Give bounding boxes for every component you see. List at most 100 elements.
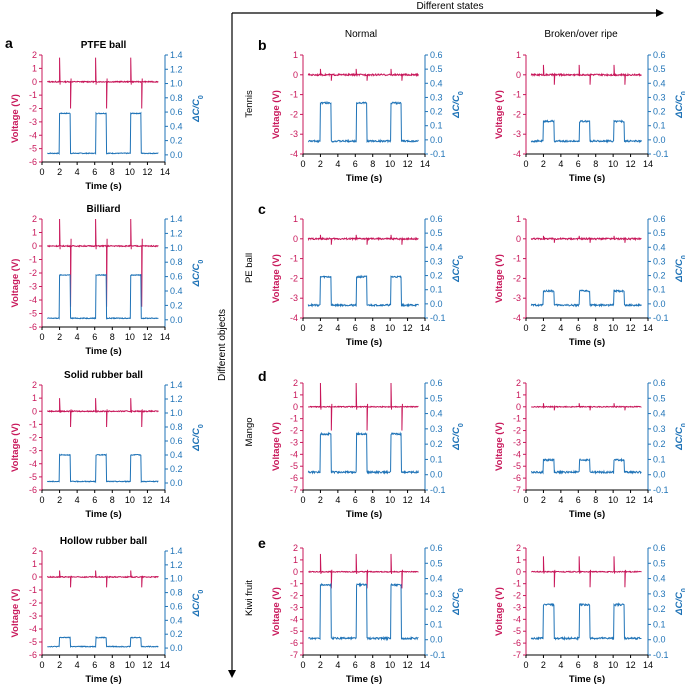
x-tick-label: 2 bbox=[57, 167, 62, 177]
right-tick-label: 0.0 bbox=[653, 470, 666, 480]
x-tick-label: 8 bbox=[370, 495, 375, 505]
left-tick-label: 2 bbox=[32, 214, 37, 224]
capacitance-series bbox=[307, 582, 419, 642]
right-tick-label: 1.0 bbox=[170, 408, 183, 418]
left-tick-label: 1 bbox=[32, 63, 37, 73]
left-tick-label: -4 bbox=[29, 130, 37, 140]
right-tick-label: -0.1 bbox=[430, 313, 446, 323]
left-tick-label: -1 bbox=[513, 90, 521, 100]
x-tick-label: 12 bbox=[626, 323, 636, 333]
left-tick-label: -2 bbox=[513, 273, 521, 283]
right-tick-label: 0.1 bbox=[653, 121, 666, 131]
left-tick-label: -1 bbox=[29, 419, 37, 429]
right-tick-label: 0.6 bbox=[653, 214, 666, 224]
right-tick-label: 1.2 bbox=[170, 394, 183, 404]
ylabel-left: Voltage (V) bbox=[271, 587, 282, 636]
left-tick-label: 1 bbox=[32, 228, 37, 238]
column-header-broken: Broken/over ripe bbox=[544, 29, 618, 40]
right-tick-label: 0.1 bbox=[653, 285, 666, 295]
x-tick-label: 0 bbox=[39, 660, 44, 670]
xlabel: Time (s) bbox=[569, 173, 605, 184]
x-tick-label: 6 bbox=[576, 660, 581, 670]
right-tick-label: 0.8 bbox=[170, 422, 183, 432]
xlabel: Time (s) bbox=[569, 674, 605, 685]
x-tick-label: 12 bbox=[403, 660, 413, 670]
xlabel: Time (s) bbox=[85, 509, 121, 520]
right-tick-label: 0.4 bbox=[170, 615, 183, 625]
x-tick-label: 8 bbox=[110, 660, 115, 670]
voltage-series bbox=[308, 553, 419, 589]
right-tick-label: 1.4 bbox=[170, 50, 183, 60]
x-tick-label: 6 bbox=[92, 660, 97, 670]
ylabel-right: ΔC/C0 bbox=[451, 91, 465, 119]
right-tick-label: 0.5 bbox=[430, 228, 443, 238]
left-tick-label: 0 bbox=[32, 241, 37, 251]
left-tick-label: -3 bbox=[29, 446, 37, 456]
voltage-series bbox=[531, 556, 642, 588]
capacitance-series bbox=[46, 453, 159, 484]
objects-label: Different objects bbox=[217, 309, 228, 381]
left-tick-label: 1 bbox=[516, 50, 521, 60]
right-tick-label: 0.8 bbox=[170, 588, 183, 598]
right-tick-label: 0.6 bbox=[170, 601, 183, 611]
x-tick-label: 8 bbox=[110, 332, 115, 342]
x-tick-label: 2 bbox=[318, 660, 323, 670]
right-tick-label: 1.4 bbox=[170, 214, 183, 224]
left-tick-label: -5 bbox=[29, 144, 37, 154]
left-tick-label: 0 bbox=[516, 70, 521, 80]
x-tick-label: 6 bbox=[353, 660, 358, 670]
left-tick-label: -1 bbox=[513, 414, 521, 424]
ylabel-left: Voltage (V) bbox=[10, 423, 21, 472]
left-tick-label: -7 bbox=[513, 650, 521, 660]
left-tick-label: 1 bbox=[293, 214, 298, 224]
x-tick-label: 8 bbox=[593, 159, 598, 169]
capacitance-series bbox=[307, 274, 419, 308]
x-tick-label: 10 bbox=[608, 323, 618, 333]
panel-letter-e: e bbox=[258, 535, 266, 551]
left-tick-label: 0 bbox=[293, 402, 298, 412]
x-tick-label: 14 bbox=[643, 495, 653, 505]
right-tick-label: 0.6 bbox=[430, 50, 443, 60]
left-tick-label: -4 bbox=[29, 295, 37, 305]
right-tick-label: 0.8 bbox=[170, 93, 183, 103]
left-tick-label: -4 bbox=[290, 149, 298, 159]
ylabel-left: Voltage (V) bbox=[271, 254, 282, 303]
voltage-series bbox=[307, 382, 419, 431]
x-tick-label: 4 bbox=[75, 495, 80, 505]
x-tick-label: 8 bbox=[593, 323, 598, 333]
chart-title: PTFE ball bbox=[81, 40, 127, 51]
right-tick-label: 0.4 bbox=[653, 78, 666, 88]
right-tick-label: 0.2 bbox=[170, 136, 183, 146]
capacitance-series bbox=[530, 457, 642, 475]
left-tick-label: -1 bbox=[29, 90, 37, 100]
x-tick-label: 14 bbox=[420, 323, 430, 333]
right-tick-label: 0.0 bbox=[430, 299, 443, 309]
left-tick-label: -4 bbox=[513, 149, 521, 159]
left-tick-label: -4 bbox=[29, 459, 37, 469]
x-tick-label: 2 bbox=[57, 495, 62, 505]
x-tick-label: 8 bbox=[110, 495, 115, 505]
right-tick-label: 0.2 bbox=[170, 629, 183, 639]
x-tick-label: 4 bbox=[558, 495, 563, 505]
x-tick-label: 0 bbox=[300, 159, 305, 169]
left-tick-label: -6 bbox=[29, 157, 37, 167]
ylabel-left: Voltage (V) bbox=[10, 589, 21, 638]
left-tick-label: -4 bbox=[513, 614, 521, 624]
left-tick-label: -1 bbox=[29, 585, 37, 595]
right-tick-label: 0.2 bbox=[430, 107, 443, 117]
right-tick-label: 0.6 bbox=[170, 272, 183, 282]
right-tick-label: 0.4 bbox=[430, 409, 443, 419]
left-tick-label: 0 bbox=[293, 234, 298, 244]
ylabel-right: ΔC/C0 bbox=[451, 423, 465, 451]
left-tick-label: -3 bbox=[513, 293, 521, 303]
right-tick-label: 0.4 bbox=[170, 121, 183, 131]
voltage-series bbox=[307, 68, 419, 81]
x-tick-label: 6 bbox=[353, 495, 358, 505]
right-tick-label: 1.4 bbox=[170, 546, 183, 556]
x-tick-label: 14 bbox=[420, 660, 430, 670]
